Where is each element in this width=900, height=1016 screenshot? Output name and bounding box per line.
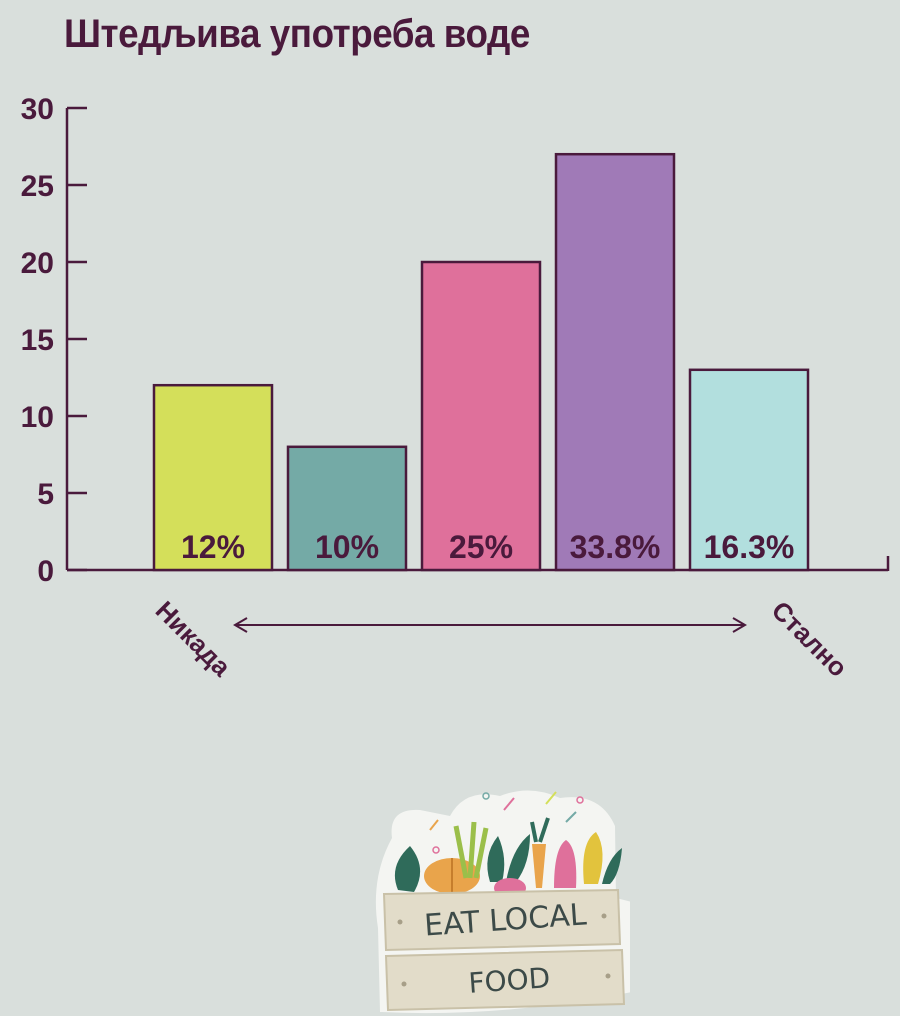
bar-4 xyxy=(554,152,676,572)
y-tick-label: 10 xyxy=(21,401,54,434)
eat-local-food-logo: EAT LOCAL FOOD xyxy=(375,790,630,1014)
data-labels: 12% 10% 25% 33.8% 16.3% xyxy=(181,529,794,565)
bar-3 xyxy=(420,260,542,572)
scale-arrow-right-head xyxy=(732,617,747,633)
logo-text-line2: FOOD xyxy=(467,961,551,1000)
data-label-1: 12% xyxy=(181,529,245,565)
data-label-2: 10% xyxy=(315,529,379,565)
bar-5 xyxy=(688,368,810,572)
scale-end-label: Стално xyxy=(766,595,854,683)
y-tick-label: 5 xyxy=(37,478,54,511)
y-tick-label: 20 xyxy=(21,247,54,280)
y-tick-label: 25 xyxy=(21,170,54,203)
y-tick-label: 30 xyxy=(21,93,54,126)
data-label-4: 33.8% xyxy=(570,529,661,565)
bar-1 xyxy=(152,383,274,572)
page-title: Штедљива употреба воде xyxy=(64,12,530,56)
data-label-5: 16.3% xyxy=(704,529,795,565)
y-tick-label: 0 xyxy=(37,555,54,588)
y-ticks: 0 5 10 15 20 25 30 xyxy=(21,93,87,588)
scale-start-label: Никада xyxy=(150,595,237,682)
bars xyxy=(152,152,810,572)
data-label-3: 25% xyxy=(449,529,513,565)
scale-arrow-left-head xyxy=(233,617,248,633)
scale-arrow xyxy=(233,617,747,633)
bar-2 xyxy=(286,445,408,572)
y-tick-label: 15 xyxy=(21,324,54,357)
